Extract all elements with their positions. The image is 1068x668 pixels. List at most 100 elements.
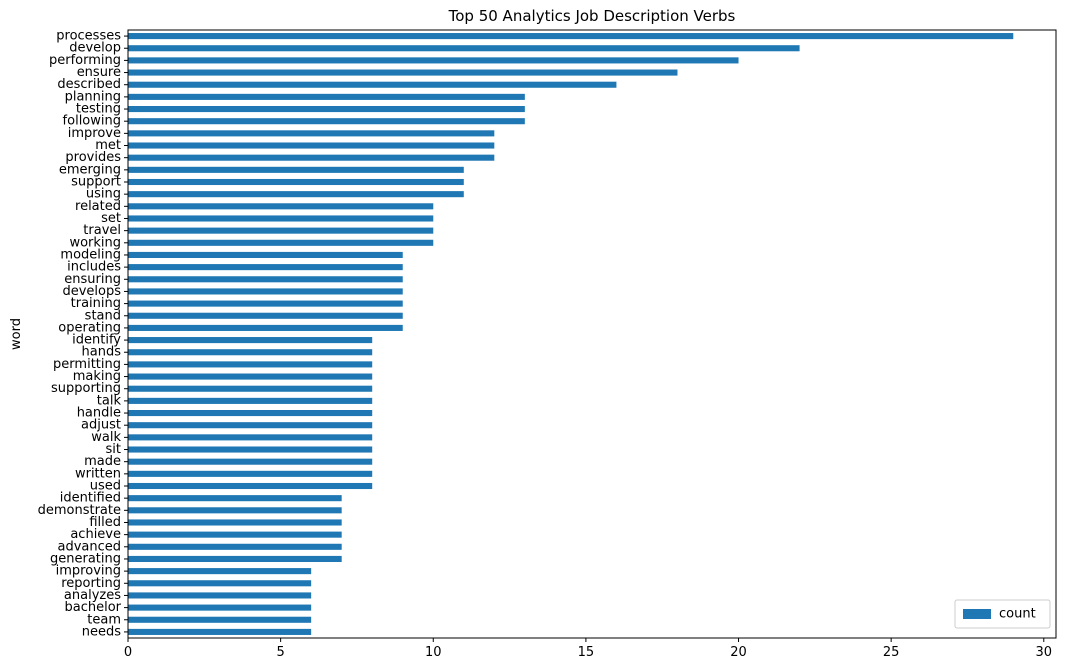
chart-title: Top 50 Analytics Job Description Verbs xyxy=(448,7,736,25)
category-label: support xyxy=(71,175,121,190)
bar-reporting xyxy=(128,580,312,587)
legend-swatch xyxy=(963,609,991,619)
x-tick-label: 25 xyxy=(883,645,900,660)
bar-described xyxy=(128,81,617,88)
bar-handle xyxy=(128,410,373,417)
bar-set xyxy=(128,215,434,222)
bar-stand xyxy=(128,312,403,319)
bar-improve xyxy=(128,130,495,137)
bar-modeling xyxy=(128,251,403,258)
bar-support xyxy=(128,178,464,186)
bar-planning xyxy=(128,93,525,100)
category-label: made xyxy=(84,454,121,469)
bar-permitting xyxy=(128,361,373,368)
x-tick-label: 0 xyxy=(124,645,132,660)
bar-team xyxy=(128,616,312,623)
category-label: following xyxy=(63,114,121,129)
x-tick-label: 5 xyxy=(276,645,284,660)
category-label: advanced xyxy=(57,539,121,554)
x-axis-ticks: 0 5 10 15 20 25 30 xyxy=(124,638,1052,660)
bar-generating xyxy=(128,555,342,562)
category-label: planning xyxy=(65,89,121,104)
legend-label: count xyxy=(999,607,1036,622)
category-label: performing xyxy=(49,53,121,68)
category-label: identified xyxy=(60,491,121,506)
bar-needs xyxy=(128,628,312,635)
bar-develop xyxy=(128,45,800,52)
category-label: making xyxy=(73,369,121,384)
bar-processes xyxy=(128,33,1014,40)
bar-supporting xyxy=(128,385,373,392)
category-label: reporting xyxy=(61,576,121,591)
category-label: stand xyxy=(85,308,121,323)
bar-improving xyxy=(128,568,312,575)
bar-identify xyxy=(128,337,373,344)
category-label: handle xyxy=(77,406,121,421)
category-label: met xyxy=(95,138,121,153)
bar-emerging xyxy=(128,166,464,173)
bar-following xyxy=(128,118,525,125)
category-label: demonstrate xyxy=(38,503,121,518)
bar-training xyxy=(128,300,403,307)
category-label: hands xyxy=(82,345,122,360)
category-label: emerging xyxy=(59,162,121,177)
category-label: improving xyxy=(56,564,121,579)
category-label: bachelor xyxy=(64,600,121,615)
category-label: identify xyxy=(72,333,121,348)
category-label: supporting xyxy=(51,381,121,396)
category-label: used xyxy=(90,479,121,494)
category-label: operating xyxy=(58,320,121,335)
category-label: related xyxy=(75,199,121,214)
x-tick-label: 30 xyxy=(1036,645,1053,660)
category-label: generating xyxy=(50,551,121,566)
category-label: analyzes xyxy=(64,588,121,603)
category-label: team xyxy=(87,612,121,627)
category-labels: processesdevelopperformingensuredescribe… xyxy=(38,29,128,639)
category-label: filled xyxy=(89,515,121,530)
bar-performing xyxy=(128,57,739,64)
category-label: includes xyxy=(67,260,121,275)
category-label: modeling xyxy=(60,247,121,262)
bars-group xyxy=(128,33,1014,635)
category-label: permitting xyxy=(53,357,121,372)
category-label: provides xyxy=(65,150,121,165)
category-label: set xyxy=(101,211,121,226)
bar-demonstrate xyxy=(128,507,342,514)
bar-achieve xyxy=(128,531,342,538)
bar-testing xyxy=(128,106,525,113)
category-label: processes xyxy=(56,29,121,44)
bar-making xyxy=(128,373,373,380)
bar-advanced xyxy=(128,543,342,550)
bar-made xyxy=(128,458,373,465)
bar-travel xyxy=(128,227,434,234)
bar-sit xyxy=(128,446,373,453)
legend: count xyxy=(954,599,1051,629)
bar-written xyxy=(128,470,373,477)
bar-provides xyxy=(128,154,495,161)
bar-hands xyxy=(128,349,373,356)
bar-related xyxy=(128,203,434,210)
bar-using xyxy=(128,191,464,198)
category-label: sit xyxy=(106,442,121,457)
bar-talk xyxy=(128,397,373,404)
plot-frame xyxy=(127,29,1057,639)
category-label: develops xyxy=(62,284,121,299)
y-axis-title: word xyxy=(9,318,24,350)
bar-walk xyxy=(128,434,373,441)
bar-bachelor xyxy=(128,604,312,611)
category-label: talk xyxy=(97,393,122,408)
category-label: develop xyxy=(69,41,121,56)
bar-working xyxy=(128,239,434,246)
bar-adjust xyxy=(128,422,373,429)
category-label: needs xyxy=(82,624,121,639)
category-label: written xyxy=(75,466,121,481)
category-label: achieve xyxy=(70,527,121,542)
bar-filled xyxy=(128,519,342,526)
bar-operating xyxy=(128,324,403,331)
bar-used xyxy=(128,482,373,490)
x-tick-label: 15 xyxy=(578,645,595,660)
bar-ensure xyxy=(128,69,678,76)
category-label: ensure xyxy=(77,65,121,80)
